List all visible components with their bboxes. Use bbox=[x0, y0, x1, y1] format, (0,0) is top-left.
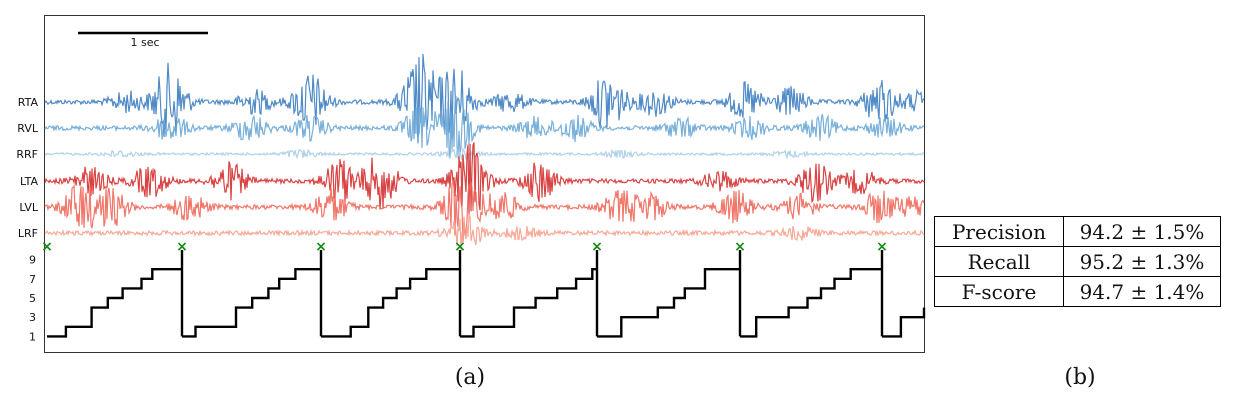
event-marker: × bbox=[315, 239, 327, 255]
event-marker: × bbox=[176, 239, 188, 255]
scale-bar-label: 1 sec bbox=[130, 36, 159, 49]
event-marker: × bbox=[591, 239, 603, 255]
y-tick-label: 9 bbox=[29, 254, 36, 267]
phase-cycle bbox=[460, 250, 599, 338]
event-marker: × bbox=[876, 239, 888, 255]
phase-cycle bbox=[740, 250, 884, 338]
metric-value: 94.2 ± 1.5% bbox=[1063, 216, 1221, 247]
phase-cycle bbox=[321, 250, 462, 338]
metrics-table: Precision 94.2 ± 1.5% Recall 95.2 ± 1.3%… bbox=[934, 216, 1221, 307]
event-markers: × × × × × × × bbox=[41, 239, 888, 255]
metric-name: Recall bbox=[934, 246, 1064, 277]
phase-cycle bbox=[182, 250, 323, 338]
caption-a: (a) bbox=[455, 365, 485, 390]
y-tick-label: 3 bbox=[29, 311, 36, 324]
emg-trace-lvl bbox=[44, 179, 925, 243]
phase-axis-ticks: 1 3 5 7 9 bbox=[29, 254, 36, 344]
metric-value: 95.2 ± 1.3% bbox=[1063, 246, 1221, 277]
plot-frame bbox=[44, 15, 925, 353]
emg-trace-rrf bbox=[44, 147, 925, 161]
metric-name: F-score bbox=[934, 276, 1064, 307]
phase-cycle bbox=[882, 307, 926, 338]
emg-trace-lrf bbox=[44, 212, 925, 252]
channel-label: RVL bbox=[17, 122, 39, 135]
channel-label: LTA bbox=[20, 175, 38, 188]
channel-label: RTA bbox=[18, 96, 39, 109]
y-tick-label: 1 bbox=[29, 330, 36, 343]
emg-trace-lta bbox=[44, 142, 925, 215]
emg-trace-rta bbox=[44, 54, 925, 144]
event-marker: × bbox=[454, 239, 466, 255]
channel-label: RRF bbox=[16, 148, 38, 161]
channel-label: LVL bbox=[19, 201, 38, 214]
caption-b: (b) bbox=[1064, 365, 1095, 390]
emg-trace-rvl bbox=[44, 95, 925, 159]
phase-cycle bbox=[47, 250, 184, 338]
table-row: Recall 95.2 ± 1.3% bbox=[934, 246, 1221, 277]
event-marker: × bbox=[41, 239, 53, 255]
phase-staircase bbox=[47, 250, 926, 338]
y-tick-label: 7 bbox=[29, 273, 36, 286]
emg-traces bbox=[44, 54, 925, 252]
channel-labels: RTA RVL RRF LTA LVL LRF bbox=[16, 96, 38, 240]
channel-label: LRF bbox=[18, 227, 38, 240]
table-row: Precision 94.2 ± 1.5% bbox=[934, 216, 1221, 247]
metric-value: 94.7 ± 1.4% bbox=[1063, 276, 1221, 307]
y-tick-label: 5 bbox=[29, 292, 36, 305]
phase-cycle bbox=[597, 250, 742, 338]
table-row: F-score 94.7 ± 1.4% bbox=[934, 276, 1221, 307]
event-marker: × bbox=[734, 239, 746, 255]
metric-name: Precision bbox=[934, 216, 1064, 247]
